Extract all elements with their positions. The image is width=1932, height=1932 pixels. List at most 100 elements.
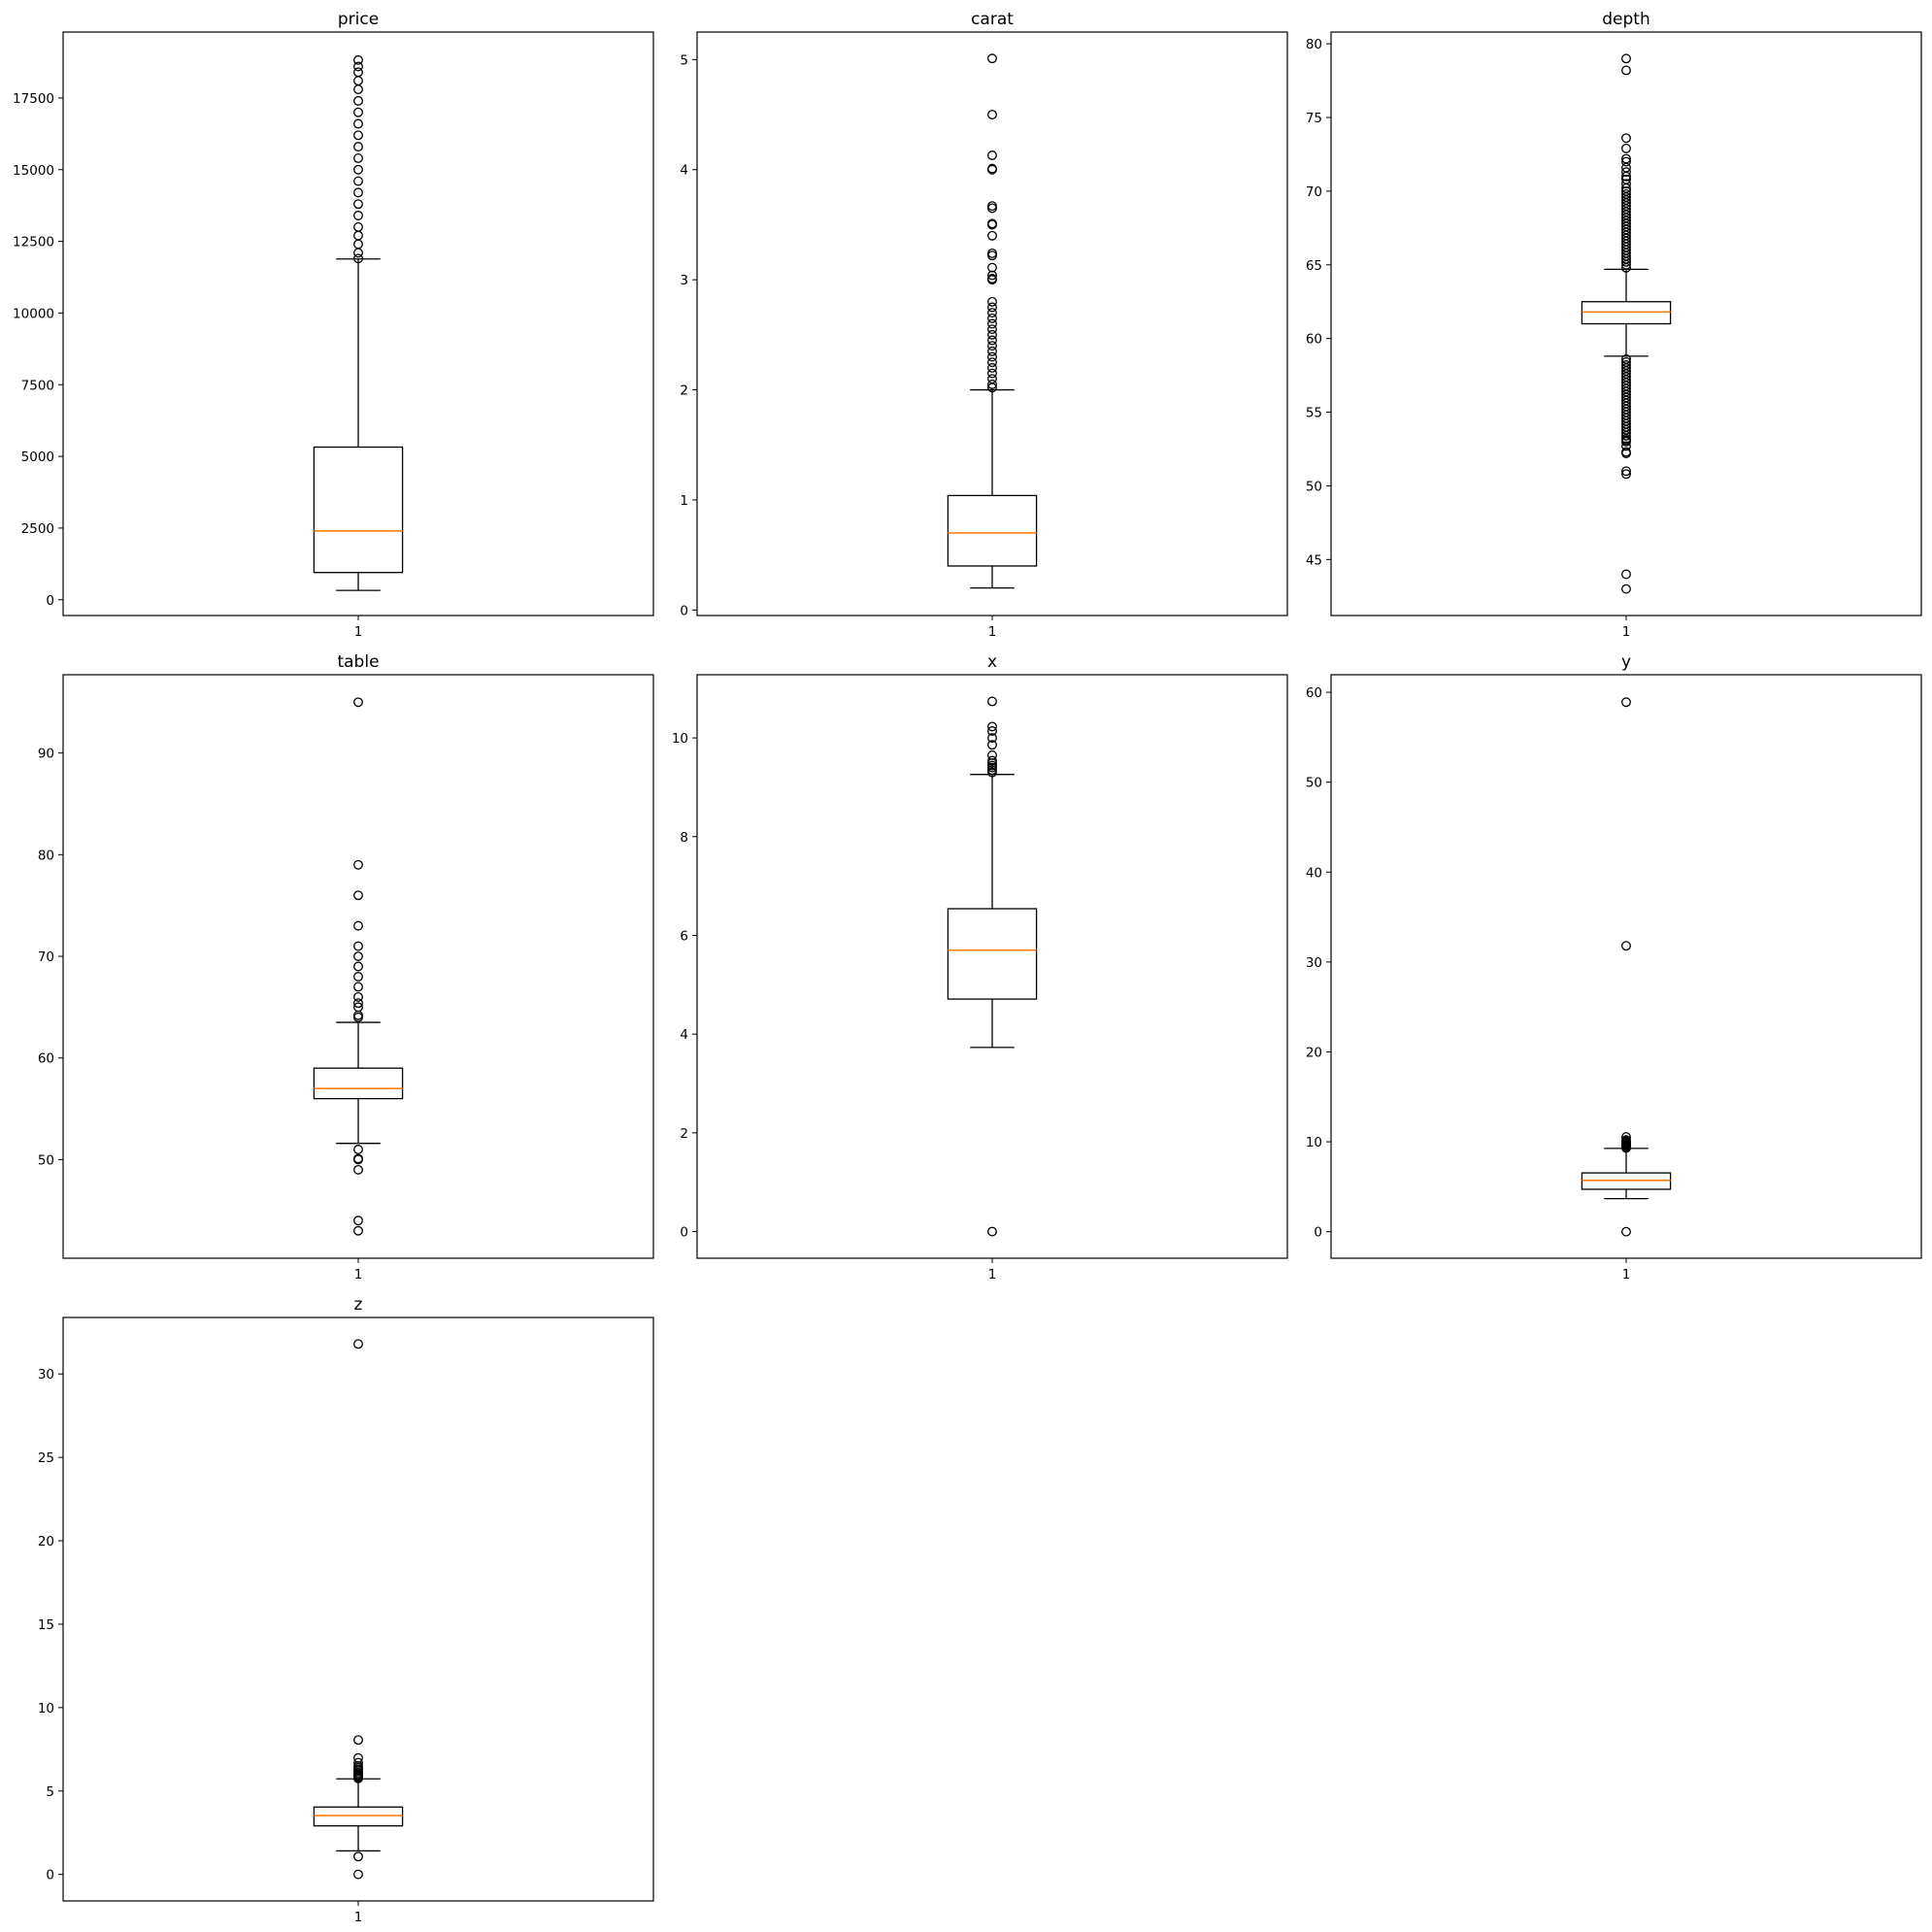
outlier-point bbox=[353, 1164, 363, 1175]
axes-frame bbox=[62, 674, 654, 1259]
outlier-point bbox=[987, 767, 997, 778]
outlier-point bbox=[353, 859, 363, 870]
y-tick-label: 5000 bbox=[21, 450, 54, 465]
iqr-box bbox=[947, 908, 1038, 1000]
outlier-point bbox=[987, 749, 997, 760]
y-tick-label: 50 bbox=[38, 1152, 54, 1168]
outlier-point bbox=[353, 951, 363, 961]
outlier-point bbox=[987, 53, 997, 64]
outlier-point bbox=[1621, 360, 1631, 370]
outlier-point bbox=[1621, 941, 1631, 951]
outlier-point bbox=[1621, 167, 1631, 178]
outlier-point bbox=[1621, 447, 1631, 457]
outlier-point bbox=[987, 262, 997, 273]
outlier-point bbox=[1621, 583, 1631, 594]
outlier-point bbox=[987, 308, 997, 318]
outlier-point bbox=[987, 274, 997, 283]
outlier-point bbox=[353, 176, 363, 186]
x-tick-label: 1 bbox=[988, 1267, 997, 1282]
outlier-point bbox=[987, 696, 997, 707]
panel-title: y bbox=[1621, 652, 1631, 672]
outlier-point bbox=[987, 374, 997, 384]
outlier-point bbox=[1621, 185, 1631, 196]
outlier-point bbox=[987, 760, 997, 771]
outlier-point bbox=[1621, 133, 1631, 144]
outlier-point bbox=[353, 152, 363, 163]
outlier-point bbox=[1621, 353, 1631, 364]
boxplot-panel-z: z 0 5 10 15 20 25 30 1 bbox=[38, 1295, 654, 1925]
y-tick-label: 2 bbox=[680, 383, 688, 399]
y-tick-label: 17500 bbox=[13, 91, 54, 107]
y-tick-label: 60 bbox=[1306, 685, 1322, 701]
outlier-point bbox=[353, 1851, 363, 1862]
outlier-point bbox=[353, 1153, 363, 1164]
boxplot-panel-carat: carat 0 1 2 3 4 5 1 bbox=[680, 10, 1288, 640]
axes-frame bbox=[696, 674, 1288, 1259]
outlier-point bbox=[987, 318, 997, 329]
y-tick-label: 10 bbox=[672, 731, 688, 747]
y-tick-label: 65 bbox=[1306, 258, 1322, 274]
y-tick-label: 1 bbox=[680, 493, 688, 509]
panel-title: x bbox=[987, 652, 997, 672]
y-tick-label: 30 bbox=[1306, 955, 1322, 971]
outlier-point bbox=[353, 130, 363, 141]
y-tick-label: 4 bbox=[680, 1027, 688, 1043]
x-tick-label: 1 bbox=[354, 1267, 363, 1282]
iqr-box bbox=[313, 446, 404, 574]
outlier-point bbox=[987, 357, 997, 368]
y-tick-label: 80 bbox=[38, 848, 54, 863]
outlier-point bbox=[353, 972, 363, 982]
y-tick-label: 50 bbox=[1306, 776, 1322, 791]
iqr-box bbox=[313, 1806, 404, 1827]
y-tick-label: 40 bbox=[1306, 865, 1322, 881]
y-tick-label: 80 bbox=[1306, 37, 1322, 52]
outlier-point bbox=[987, 368, 997, 379]
x-tick-label: 1 bbox=[1622, 1267, 1631, 1282]
outlier-point bbox=[353, 697, 363, 708]
outlier-point bbox=[353, 199, 363, 210]
y-tick-label: 55 bbox=[1306, 406, 1322, 421]
outlier-point bbox=[1621, 156, 1631, 167]
panel-title: carat bbox=[971, 10, 1014, 29]
outlier-point bbox=[987, 755, 997, 766]
outlier-point bbox=[353, 164, 363, 175]
panel-title: price bbox=[338, 10, 379, 29]
outlier-point bbox=[1621, 569, 1631, 580]
boxplot-panel-depth: depth 45 50 55 60 65 70 75 80 1 bbox=[1306, 10, 1922, 640]
outlier-point bbox=[987, 721, 997, 732]
boxplot-panel-price: price 0 2500 5000 7500 10000 12500 15000 17500 1 bbox=[13, 10, 654, 640]
y-tick-label: 70 bbox=[1306, 184, 1322, 200]
outlier-point bbox=[987, 324, 997, 335]
outlier-point bbox=[353, 1225, 363, 1236]
outlier-point bbox=[1621, 697, 1631, 708]
outlier-point bbox=[353, 67, 363, 78]
y-tick-label: 60 bbox=[38, 1051, 54, 1067]
outlier-point bbox=[353, 1735, 363, 1746]
outlier-point bbox=[987, 341, 997, 351]
outlier-point bbox=[1621, 179, 1631, 189]
outlier-point bbox=[353, 998, 363, 1009]
outlier-point bbox=[987, 351, 997, 362]
y-tick-label: 2500 bbox=[21, 521, 54, 537]
y-tick-label: 15 bbox=[38, 1617, 54, 1633]
x-tick-label: 1 bbox=[354, 624, 363, 640]
outlier-point bbox=[987, 740, 997, 750]
y-tick-label: 2 bbox=[680, 1126, 688, 1142]
iqr-box bbox=[947, 494, 1038, 567]
y-tick-label: 20 bbox=[1306, 1045, 1322, 1060]
outlier-point bbox=[1621, 441, 1631, 451]
outlier-point bbox=[353, 1145, 363, 1154]
outlier-point bbox=[987, 765, 997, 776]
boxplot-panel-x: x 0 2 4 6 8 10 1 bbox=[672, 652, 1288, 1282]
outlier-point bbox=[987, 163, 997, 174]
outlier-point bbox=[1621, 188, 1631, 199]
y-tick-label: 0 bbox=[46, 593, 54, 609]
outlier-point bbox=[987, 150, 997, 160]
outlier-point bbox=[987, 110, 997, 119]
outlier-point bbox=[353, 1216, 363, 1226]
y-tick-label: 10 bbox=[38, 1701, 54, 1716]
y-tick-label: 30 bbox=[38, 1367, 54, 1382]
outlier-point bbox=[987, 270, 997, 281]
outlier-point bbox=[353, 95, 363, 106]
